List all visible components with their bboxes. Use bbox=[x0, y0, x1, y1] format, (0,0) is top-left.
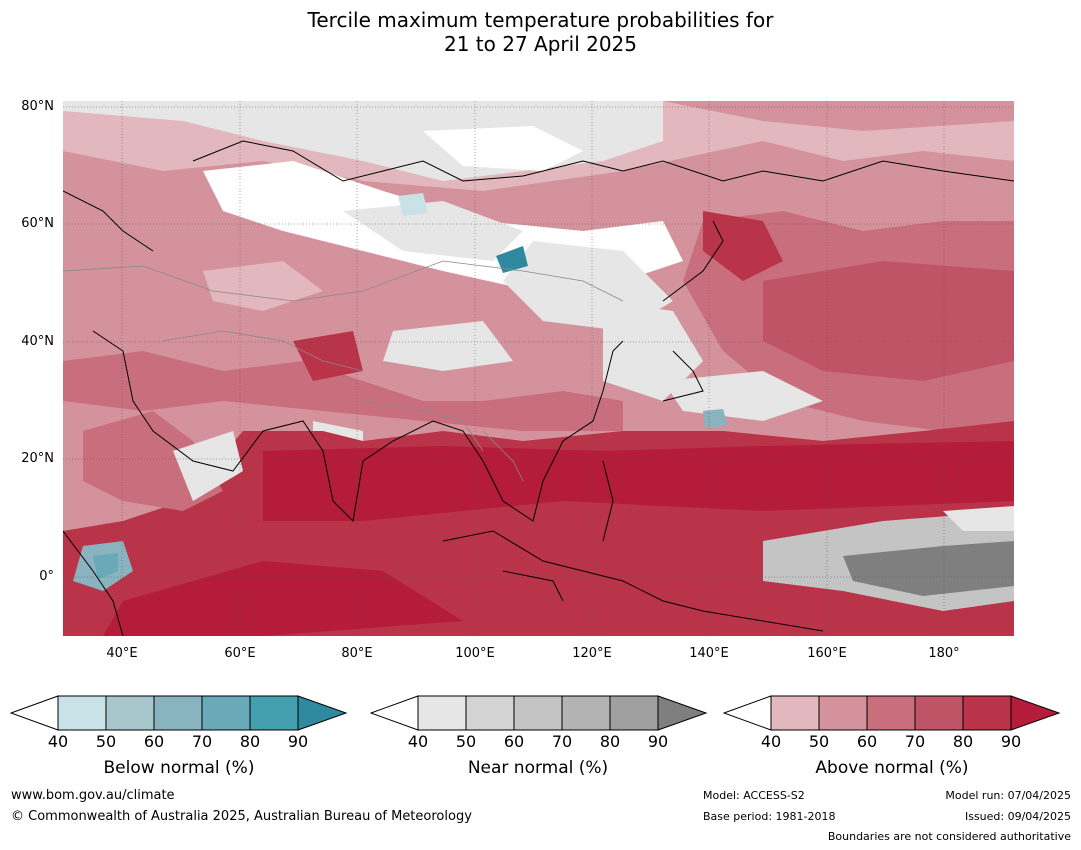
probability-map bbox=[63, 101, 1014, 636]
above-colorbar-lower-extension bbox=[723, 695, 772, 731]
near-tick-label: 50 bbox=[455, 732, 477, 751]
near-colorbar-segment bbox=[609, 695, 659, 731]
lat-label-40n: 40°N bbox=[21, 334, 54, 349]
below-tick-label: 90 bbox=[287, 732, 309, 751]
below-tick-label: 80 bbox=[239, 732, 261, 751]
below-colorbar-upper-extension bbox=[297, 695, 348, 731]
near-tick-label: 60 bbox=[503, 732, 525, 751]
map-title-line1: Tercile maximum temperature probabilitie… bbox=[307, 8, 774, 32]
bom-url: www.bom.gov.au/climate bbox=[11, 788, 175, 803]
above-tick-label: 40 bbox=[760, 732, 782, 751]
below-colorbar-segment bbox=[105, 695, 155, 731]
above-normal-label: Above normal (%) bbox=[815, 758, 969, 778]
below-colorbar-segment bbox=[249, 695, 299, 731]
lon-label-180: 180° bbox=[928, 646, 960, 661]
below-normal-label: Below normal (%) bbox=[103, 758, 255, 778]
below-colorbar-lower-extension bbox=[10, 695, 59, 731]
lon-label-140e: 140°E bbox=[689, 646, 729, 661]
above-tick-label: 60 bbox=[856, 732, 878, 751]
lon-label-60e: 60°E bbox=[224, 646, 256, 661]
near-tick-label: 40 bbox=[407, 732, 429, 751]
lon-label-160e: 160°E bbox=[807, 646, 847, 661]
map-title: Tercile maximum temperature probabilitie… bbox=[0, 8, 1081, 56]
near-normal-colorbar bbox=[370, 695, 708, 731]
near-colorbar-segment bbox=[417, 695, 467, 731]
near-colorbar-segment bbox=[561, 695, 611, 731]
above-tick-label: 80 bbox=[952, 732, 974, 751]
above-colorbar-segment bbox=[818, 695, 868, 731]
copyright: © Commonwealth of Australia 2025, Austra… bbox=[11, 809, 472, 824]
above-colorbar-segment bbox=[770, 695, 820, 731]
model-name: Model: ACCESS-S2 bbox=[703, 789, 805, 802]
model-run-date: Model run: 07/04/2025 bbox=[945, 789, 1071, 802]
near-colorbar-upper-extension bbox=[657, 695, 708, 731]
above-colorbar-segment bbox=[914, 695, 964, 731]
above-normal-colorbar bbox=[723, 695, 1061, 731]
below-tick-label: 60 bbox=[143, 732, 165, 751]
map-title-line2: 21 to 27 April 2025 bbox=[443, 32, 638, 56]
probability-map-canvas bbox=[63, 101, 1014, 636]
above-tick-label: 90 bbox=[1000, 732, 1022, 751]
near-normal-label: Near normal (%) bbox=[467, 758, 609, 778]
issued-date: Issued: 09/04/2025 bbox=[964, 810, 1071, 823]
below-colorbar-segment bbox=[153, 695, 203, 731]
above-colorbar-segment bbox=[962, 695, 1012, 731]
boundaries-disclaimer: Boundaries are not considered authoritat… bbox=[827, 830, 1071, 843]
below-tick-label: 50 bbox=[95, 732, 117, 751]
above-colorbar-segment bbox=[866, 695, 916, 731]
lon-label-40e: 40°E bbox=[106, 646, 138, 661]
near-tick-label: 90 bbox=[647, 732, 669, 751]
below-tick-label: 70 bbox=[191, 732, 213, 751]
below-tick-label: 40 bbox=[47, 732, 69, 751]
lon-label-100e: 100°E bbox=[455, 646, 495, 661]
above-tick-label: 50 bbox=[808, 732, 830, 751]
lat-label-20n: 20°N bbox=[21, 451, 54, 466]
lat-label-60n: 60°N bbox=[21, 216, 54, 231]
near-tick-label: 80 bbox=[599, 732, 621, 751]
below-normal-colorbar bbox=[10, 695, 348, 731]
near-colorbar-segment bbox=[513, 695, 563, 731]
above-colorbar-upper-extension bbox=[1010, 695, 1061, 731]
near-colorbar-segment bbox=[465, 695, 515, 731]
base-period: Base period: 1981-2018 bbox=[703, 810, 836, 823]
near-tick-label: 70 bbox=[551, 732, 573, 751]
above-tick-label: 70 bbox=[904, 732, 926, 751]
lat-label-0: 0° bbox=[39, 569, 54, 584]
lon-label-120e: 120°E bbox=[572, 646, 612, 661]
lon-label-80e: 80°E bbox=[341, 646, 373, 661]
below-colorbar-segment bbox=[57, 695, 107, 731]
lat-label-80n: 80°N bbox=[21, 99, 54, 114]
near-colorbar-lower-extension bbox=[370, 695, 419, 731]
below-colorbar-segment bbox=[201, 695, 251, 731]
